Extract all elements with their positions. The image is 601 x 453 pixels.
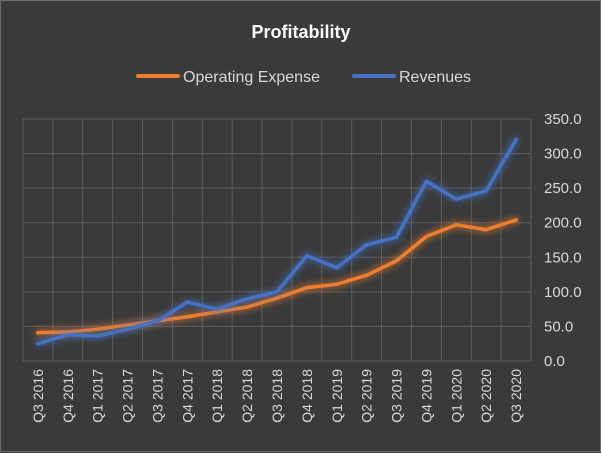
- x-axis: Q3 2016 Q4 2016 Q1 2017 Q2 2017 Q3 2017 Q4 20…: [30, 369, 524, 423]
- series-line-operating-expense: [36, 218, 518, 335]
- x-tick-label: Q1 2017: [90, 369, 106, 423]
- data-point-operating-expense: [275, 296, 279, 300]
- data-point-operating-expense: [245, 305, 249, 309]
- gridlines: [22, 118, 532, 362]
- data-point-operating-expense: [95, 327, 100, 331]
- x-tick-label: Q3 2019: [389, 369, 405, 423]
- x-tick-label: Q2 2019: [359, 369, 375, 423]
- y-tick-label: 300.0: [544, 146, 582, 163]
- x-tick-label: Q3 2020: [508, 369, 524, 423]
- data-point-revenues: [364, 243, 369, 247]
- data-point-revenues: [454, 197, 459, 202]
- x-tick-label: Q1 2020: [448, 369, 464, 423]
- data-point-revenues: [66, 332, 70, 337]
- series-glow-operating-expense: [34, 216, 520, 337]
- data-point-operating-expense: [305, 285, 309, 290]
- data-point-operating-expense: [334, 282, 339, 287]
- x-tick-label: Q4 2018: [299, 369, 315, 423]
- data-point-revenues: [514, 137, 518, 142]
- x-tick-label: Q2 2020: [478, 369, 494, 423]
- legend-label-operating-expense: Operating Expense: [183, 69, 320, 86]
- x-tick-label: Q1 2018: [209, 369, 225, 423]
- plot-series: [34, 136, 520, 348]
- y-tick-label: 100.0: [544, 284, 582, 301]
- x-tick-label: Q4 2016: [60, 369, 76, 423]
- x-tick-label: Q3 2016: [30, 369, 46, 423]
- chart-title: Profitability: [251, 22, 350, 42]
- x-tick-label: Q4 2017: [179, 369, 195, 423]
- data-point-revenues: [36, 341, 40, 346]
- x-tick-label: Q4 2019: [418, 369, 434, 423]
- data-point-operating-expense: [36, 330, 40, 335]
- data-point-revenues: [155, 319, 160, 323]
- x-tick-label: Q1 2019: [329, 369, 345, 423]
- legend-label-revenues: Revenues: [399, 69, 471, 86]
- series-glow-revenues: [34, 136, 520, 348]
- data-point-operating-expense: [514, 218, 518, 222]
- y-tick-label: 0.0: [544, 353, 565, 370]
- data-point-revenues: [424, 179, 429, 184]
- x-tick-label: Q2 2017: [120, 369, 136, 423]
- data-point-revenues: [394, 235, 399, 240]
- x-tick-label: Q3 2017: [149, 369, 165, 423]
- series-line-revenues: [36, 137, 518, 346]
- data-point-operating-expense: [185, 314, 190, 319]
- data-point-operating-expense: [454, 222, 459, 227]
- data-point-revenues: [95, 334, 100, 338]
- data-point-revenues: [185, 300, 190, 305]
- data-point-operating-expense: [364, 273, 369, 278]
- data-point-revenues: [305, 254, 309, 258]
- y-tick-label: 50.0: [544, 318, 573, 335]
- data-point-revenues: [275, 290, 279, 294]
- legend: Operating Expense Revenues: [136, 69, 471, 86]
- y-tick-label: 150.0: [544, 249, 582, 266]
- x-tick-label: Q3 2018: [269, 369, 285, 423]
- y-tick-label: 250.0: [544, 180, 582, 197]
- data-point-operating-expense: [394, 258, 399, 263]
- x-tick-label: Q2 2018: [239, 369, 255, 423]
- data-point-revenues: [245, 296, 249, 301]
- y-tick-label: 200.0: [544, 215, 582, 232]
- data-point-operating-expense: [424, 234, 429, 239]
- data-point-revenues: [125, 327, 130, 331]
- data-point-revenues: [215, 307, 220, 311]
- data-point-operating-expense: [484, 227, 488, 232]
- y-axis: 0.0 50.0 100.0 150.0 200.0 250.0 300.0 350.0: [544, 111, 582, 370]
- y-tick-label: 350.0: [544, 111, 582, 128]
- data-point-revenues: [334, 265, 339, 270]
- data-point-revenues: [484, 189, 488, 193]
